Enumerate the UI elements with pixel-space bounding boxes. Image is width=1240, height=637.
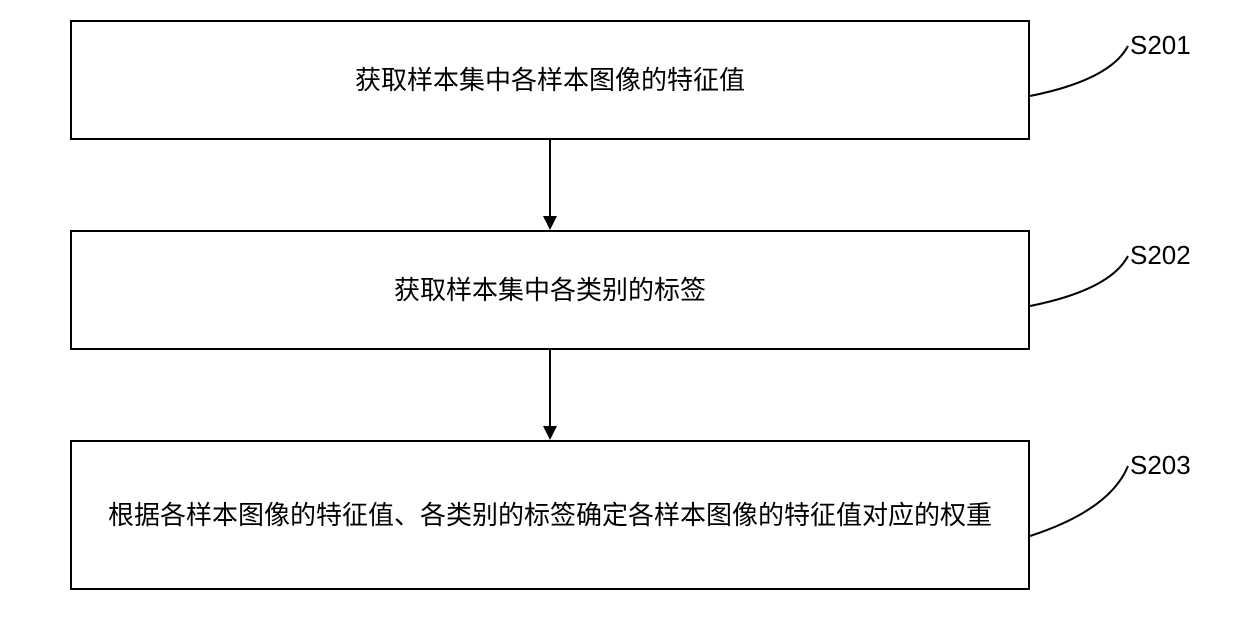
flowchart-node-3-text: 根据各样本图像的特征值、各类别的标签确定各样本图像的特征值对应的权重	[108, 496, 992, 535]
step-label-s201-text: S201	[1130, 30, 1191, 60]
step-label-s202: S202	[1130, 240, 1191, 271]
flowchart-node-1-text: 获取样本集中各样本图像的特征值	[355, 61, 745, 100]
flowchart-canvas: 获取样本集中各样本图像的特征值 获取样本集中各类别的标签 根据各样本图像的特征值…	[0, 0, 1240, 637]
flowchart-node-3: 根据各样本图像的特征值、各类别的标签确定各样本图像的特征值对应的权重	[70, 440, 1030, 590]
step-label-s201: S201	[1130, 30, 1191, 61]
step-label-s203: S203	[1130, 450, 1191, 481]
step-label-s203-text: S203	[1130, 450, 1191, 480]
flowchart-arrow-1	[540, 140, 560, 232]
step-label-s202-text: S202	[1130, 240, 1191, 270]
flowchart-node-2: 获取样本集中各类别的标签	[70, 230, 1030, 350]
flowchart-arrow-2	[540, 350, 560, 442]
flowchart-node-2-text: 获取样本集中各类别的标签	[394, 271, 706, 310]
flowchart-node-1: 获取样本集中各样本图像的特征值	[70, 20, 1030, 140]
